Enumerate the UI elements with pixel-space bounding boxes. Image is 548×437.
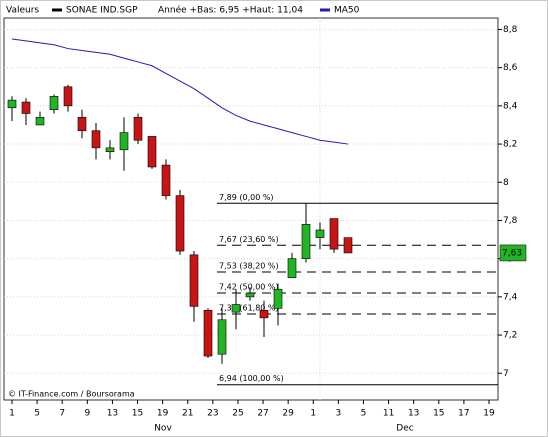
y-tick-label: 7 xyxy=(503,369,509,379)
x-tick-label: 1 xyxy=(310,409,316,419)
candle-body xyxy=(91,130,101,149)
x-tick-label: 13 xyxy=(408,409,419,419)
candle-body xyxy=(329,218,339,250)
subtitle: Année +Bas: 6,95 +Haut: 11,04 xyxy=(158,5,303,16)
y-tick-label: 8,6 xyxy=(503,63,518,73)
candle-body xyxy=(161,164,171,196)
candle-body xyxy=(245,292,255,298)
candle-body xyxy=(7,99,17,109)
chart-title: Valeurs xyxy=(6,6,39,16)
x-tick-label: 13 xyxy=(107,409,118,419)
x-tick-label: 29 xyxy=(282,409,294,419)
y-tick-label: 7,4 xyxy=(503,292,518,302)
y-tick-label: 8,4 xyxy=(503,101,518,111)
fibonacci-label: 7,31 (61,80 %) xyxy=(219,304,279,313)
candle-body xyxy=(49,96,59,110)
candle-body xyxy=(175,195,185,252)
y-tick-label: 8 xyxy=(503,178,509,188)
candle-body xyxy=(203,309,213,357)
candle-body xyxy=(217,319,227,355)
x-tick-label: 15 xyxy=(132,409,143,419)
candle-body xyxy=(63,86,73,107)
candle-body xyxy=(231,304,241,313)
y-tick-label: 8,2 xyxy=(503,140,517,150)
x-tick-label: 5 xyxy=(361,409,367,419)
candle-body xyxy=(77,117,87,131)
candle-body xyxy=(315,229,325,238)
candle-body xyxy=(287,258,297,279)
month-label: Nov xyxy=(154,424,172,434)
candle-body xyxy=(35,117,45,126)
candle-body xyxy=(189,254,199,307)
legend-label: SONAE IND.SGP xyxy=(66,6,138,16)
x-tick-label: 17 xyxy=(458,409,469,419)
x-tick-label: 21 xyxy=(182,409,193,419)
x-tick-label: 7 xyxy=(59,409,65,419)
legend-label: MA50 xyxy=(334,6,360,16)
fibonacci-label: 6,94 (100,00 %) xyxy=(219,374,284,383)
y-tick-label: 7,8 xyxy=(503,216,518,226)
plot-area xyxy=(3,17,499,401)
x-tick-label: 11 xyxy=(383,409,394,419)
candle-body xyxy=(147,136,157,168)
x-tick-label: 1 xyxy=(9,409,15,419)
source: © IT-Finance.com / Boursorama xyxy=(8,390,135,399)
x-tick-label: 27 xyxy=(257,409,268,419)
x-tick-label: 19 xyxy=(483,409,495,419)
candle-body xyxy=(119,132,129,151)
y-tick-label: 8,8 xyxy=(503,25,518,35)
fibonacci-label: 7,42 (50,00 %) xyxy=(219,283,279,292)
y-tick-label: 7,2 xyxy=(503,331,517,341)
x-tick-label: 25 xyxy=(232,409,243,419)
last-price-box xyxy=(499,244,527,262)
fibonacci-label: 7,53 (38,20 %) xyxy=(219,262,279,271)
month-label: Dec xyxy=(396,424,413,434)
candle-body xyxy=(21,101,31,114)
fibonacci-label: 7,67 (23,60 %) xyxy=(219,235,279,244)
candle-body xyxy=(301,223,311,259)
candle-body xyxy=(133,117,143,141)
x-tick-label: 9 xyxy=(84,409,90,419)
candle-body xyxy=(259,309,269,319)
x-tick-label: 15 xyxy=(433,409,444,419)
ma-line xyxy=(11,38,349,145)
x-tick-label: 5 xyxy=(34,409,40,419)
x-tick-label: 23 xyxy=(207,409,218,419)
last-price-label: 7,63 xyxy=(502,248,522,258)
candle-body xyxy=(273,288,283,309)
candle-body xyxy=(343,237,353,254)
candle-body xyxy=(105,147,115,153)
x-tick-label: 3 xyxy=(336,409,342,419)
fibonacci-label: 7,89 (0,00 %) xyxy=(219,193,274,202)
x-tick-label: 19 xyxy=(157,409,169,419)
